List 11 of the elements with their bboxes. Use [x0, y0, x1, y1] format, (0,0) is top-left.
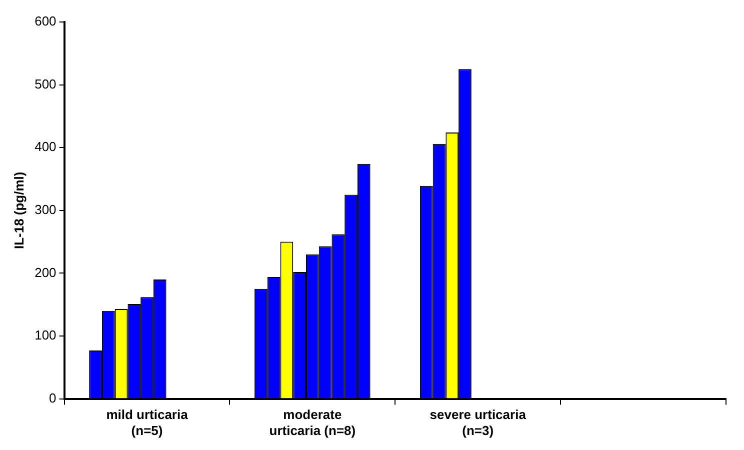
y-tick-label: 100 — [34, 328, 56, 343]
x-tick-label: moderate urticaria (n=8) — [269, 407, 356, 438]
y-tick-label: 200 — [34, 264, 56, 280]
y-tick-label: 500 — [34, 76, 56, 92]
x-tick-label: severe urticaria (n=3) — [430, 407, 527, 438]
y-axis-title: IL-18 (pg/ml) — [11, 172, 26, 250]
y-tick-label: 400 — [34, 139, 56, 154]
x-tick-label: mild urticaria (n=5) — [106, 407, 189, 438]
y-tick-label: 600 — [34, 14, 56, 29]
y-tick-label: 0 — [49, 390, 56, 406]
y-tick-label: 300 — [34, 202, 56, 217]
